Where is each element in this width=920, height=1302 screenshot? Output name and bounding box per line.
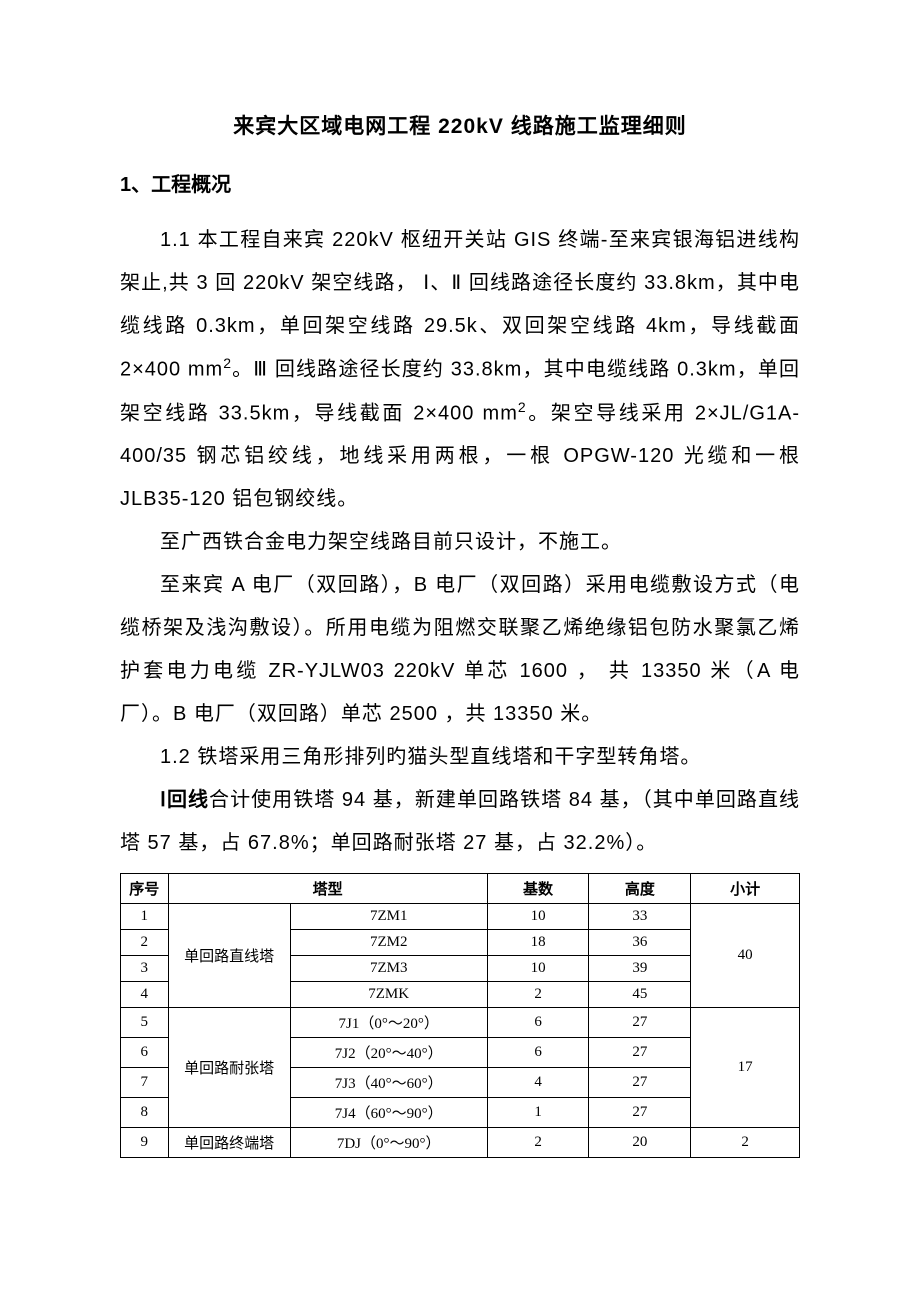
cell-category: 单回路耐张塔 xyxy=(168,1008,290,1128)
cell-base: 18 xyxy=(487,930,589,956)
table-row: 1 单回路直线塔 7ZM1 10 33 40 xyxy=(121,904,800,930)
document-title: 来宾大区域电网工程 220kV 线路施工监理细则 xyxy=(120,110,800,140)
cell-seq: 4 xyxy=(121,982,169,1008)
header-seq: 序号 xyxy=(121,874,169,904)
paragraph-4: 1.2 铁塔采用三角形排列旳猫头型直线塔和干字型转角塔。 xyxy=(120,736,800,779)
cell-model: 7ZM3 xyxy=(290,956,487,982)
header-base: 基数 xyxy=(487,874,589,904)
cell-base: 6 xyxy=(487,1038,589,1068)
cell-height: 27 xyxy=(589,1098,691,1128)
cell-height: 36 xyxy=(589,930,691,956)
cell-base: 2 xyxy=(487,982,589,1008)
cell-height: 27 xyxy=(589,1008,691,1038)
cell-base: 4 xyxy=(487,1068,589,1098)
cell-model: 7DJ（0°～90°） xyxy=(290,1128,487,1158)
section-heading-1: 1、工程概况 xyxy=(120,168,800,197)
cell-height: 27 xyxy=(589,1038,691,1068)
cell-model: 7J2（20°～40°） xyxy=(290,1038,487,1068)
paragraph-3: 至来宾 A 电厂（双回路），B 电厂（双回路）采用电缆敷设方式（电缆桥架及浅沟敷… xyxy=(120,564,800,736)
table-body: 1 单回路直线塔 7ZM1 10 33 40 2 7ZM2 18 36 3 7Z… xyxy=(121,904,800,1158)
cell-seq: 7 xyxy=(121,1068,169,1098)
cell-height: 27 xyxy=(589,1068,691,1098)
cell-model: 7ZMK xyxy=(290,982,487,1008)
cell-seq: 6 xyxy=(121,1038,169,1068)
cell-model: 7J4（60°～90°） xyxy=(290,1098,487,1128)
cell-model: 7ZM1 xyxy=(290,904,487,930)
cell-height: 20 xyxy=(589,1128,691,1158)
cell-base: 10 xyxy=(487,904,589,930)
cell-model: 7J3（40°～60°） xyxy=(290,1068,487,1098)
table-row: 5 单回路耐张塔 7J1（0°～20°） 6 27 17 xyxy=(121,1008,800,1038)
cell-height: 33 xyxy=(589,904,691,930)
header-height: 高度 xyxy=(589,874,691,904)
cell-subtotal: 40 xyxy=(691,904,800,1008)
cell-base: 10 xyxy=(487,956,589,982)
cell-seq: 5 xyxy=(121,1008,169,1038)
cell-category: 单回路终端塔 xyxy=(168,1128,290,1158)
cell-seq: 3 xyxy=(121,956,169,982)
cell-height: 39 xyxy=(589,956,691,982)
cell-base: 2 xyxy=(487,1128,589,1158)
paragraph-1: 1.1 本工程自来宾 220kV 枢纽开关站 GIS 终端-至来宾银海铝进线构架… xyxy=(120,219,800,521)
p1-superscript-2: 2 xyxy=(518,399,527,415)
cell-subtotal: 17 xyxy=(691,1008,800,1128)
cell-base: 1 xyxy=(487,1098,589,1128)
header-type: 塔型 xyxy=(168,874,487,904)
cell-seq: 9 xyxy=(121,1128,169,1158)
cell-height: 45 xyxy=(589,982,691,1008)
p5-bold-text: Ⅰ回线 xyxy=(160,789,209,811)
cell-seq: 2 xyxy=(121,930,169,956)
cell-model: 7ZM2 xyxy=(290,930,487,956)
cell-base: 6 xyxy=(487,1008,589,1038)
table-header-row: 序号 塔型 基数 高度 小计 xyxy=(121,874,800,904)
tower-table: 序号 塔型 基数 高度 小计 1 单回路直线塔 7ZM1 10 33 40 2 … xyxy=(120,873,800,1158)
table-row: 9 单回路终端塔 7DJ（0°～90°） 2 20 2 xyxy=(121,1128,800,1158)
cell-model: 7J1（0°～20°） xyxy=(290,1008,487,1038)
cell-seq: 1 xyxy=(121,904,169,930)
header-subtotal: 小计 xyxy=(691,874,800,904)
paragraph-2: 至广西铁合金电力架空线路目前只设计，不施工。 xyxy=(120,521,800,564)
cell-subtotal: 2 xyxy=(691,1128,800,1158)
paragraph-5: Ⅰ回线合计使用铁塔 94 基，新建单回路铁塔 84 基，（其中单回路直线塔 57… xyxy=(120,779,800,865)
cell-seq: 8 xyxy=(121,1098,169,1128)
p1-superscript-1: 2 xyxy=(223,355,232,371)
cell-category: 单回路直线塔 xyxy=(168,904,290,1008)
p5-rest-text: 合计使用铁塔 94 基，新建单回路铁塔 84 基，（其中单回路直线塔 57 基，… xyxy=(120,789,800,854)
